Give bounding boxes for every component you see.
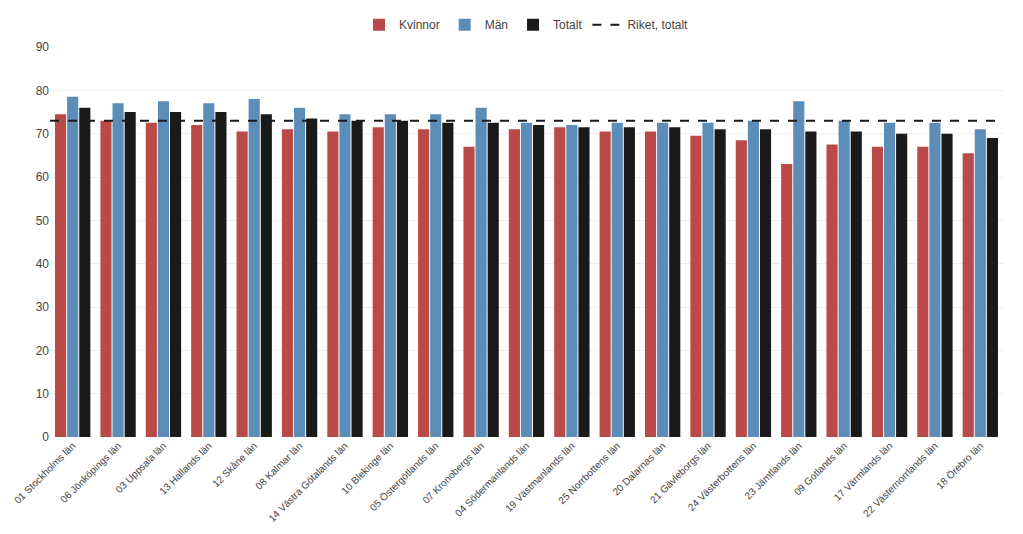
- svg-text:14 Västra Götalands län: 14 Västra Götalands län: [266, 440, 350, 524]
- svg-text:90: 90: [36, 40, 50, 54]
- svg-text:70: 70: [36, 127, 50, 141]
- svg-text:04 Södermanlands län: 04 Södermanlands län: [453, 440, 532, 519]
- svg-text:10: 10: [36, 387, 50, 401]
- svg-text:17 Värmlands län: 17 Värmlands län: [832, 440, 895, 503]
- svg-text:30: 30: [36, 300, 50, 314]
- svg-text:01 Stockholms län: 01 Stockholms län: [12, 440, 78, 506]
- svg-text:19 Västmanlands län: 19 Västmanlands län: [503, 440, 577, 514]
- svg-text:08 Kalmar län: 08 Kalmar län: [253, 440, 304, 491]
- svg-text:Män: Män: [485, 18, 508, 32]
- svg-text:22 Västernorrlands län: 22 Västernorrlands län: [861, 440, 940, 519]
- svg-text:20: 20: [36, 344, 50, 358]
- svg-text:0: 0: [42, 430, 49, 444]
- svg-text:20 Dalarnas län: 20 Dalarnas län: [610, 440, 667, 497]
- svg-text:21 Gävleborgs län: 21 Gävleborgs län: [648, 440, 713, 505]
- svg-text:06 Jönköpings län: 06 Jönköpings län: [58, 440, 123, 505]
- svg-text:05 Östergötlands län: 05 Östergötlands län: [368, 440, 441, 513]
- svg-text:80: 80: [36, 84, 50, 98]
- svg-text:Riket, totalt: Riket, totalt: [627, 18, 688, 32]
- svg-text:23 Jämtlands län: 23 Jämtlands län: [742, 440, 803, 501]
- svg-text:03 Uppsala län: 03 Uppsala län: [113, 440, 168, 495]
- svg-text:13 Hallands län: 13 Hallands län: [157, 440, 214, 497]
- svg-text:50: 50: [36, 214, 50, 228]
- svg-text:60: 60: [36, 170, 50, 184]
- svg-text:18 Örebro län: 18 Örebro län: [934, 440, 985, 491]
- svg-text:40: 40: [36, 257, 50, 271]
- svg-text:09 Gotlands län: 09 Gotlands län: [792, 440, 849, 497]
- svg-text:25 Norrbottens län: 25 Norrbottens län: [556, 440, 622, 506]
- svg-text:Totalt: Totalt: [553, 18, 582, 32]
- svg-text:10 Blekinge län: 10 Blekinge län: [339, 440, 395, 496]
- svg-text:Kvinnor: Kvinnor: [399, 18, 440, 32]
- svg-text:24 Västerbottens län: 24 Västerbottens län: [686, 440, 759, 513]
- svg-text:07 Kronobergs län: 07 Kronobergs län: [420, 440, 486, 506]
- svg-text:12 Skåne län: 12 Skåne län: [210, 440, 259, 489]
